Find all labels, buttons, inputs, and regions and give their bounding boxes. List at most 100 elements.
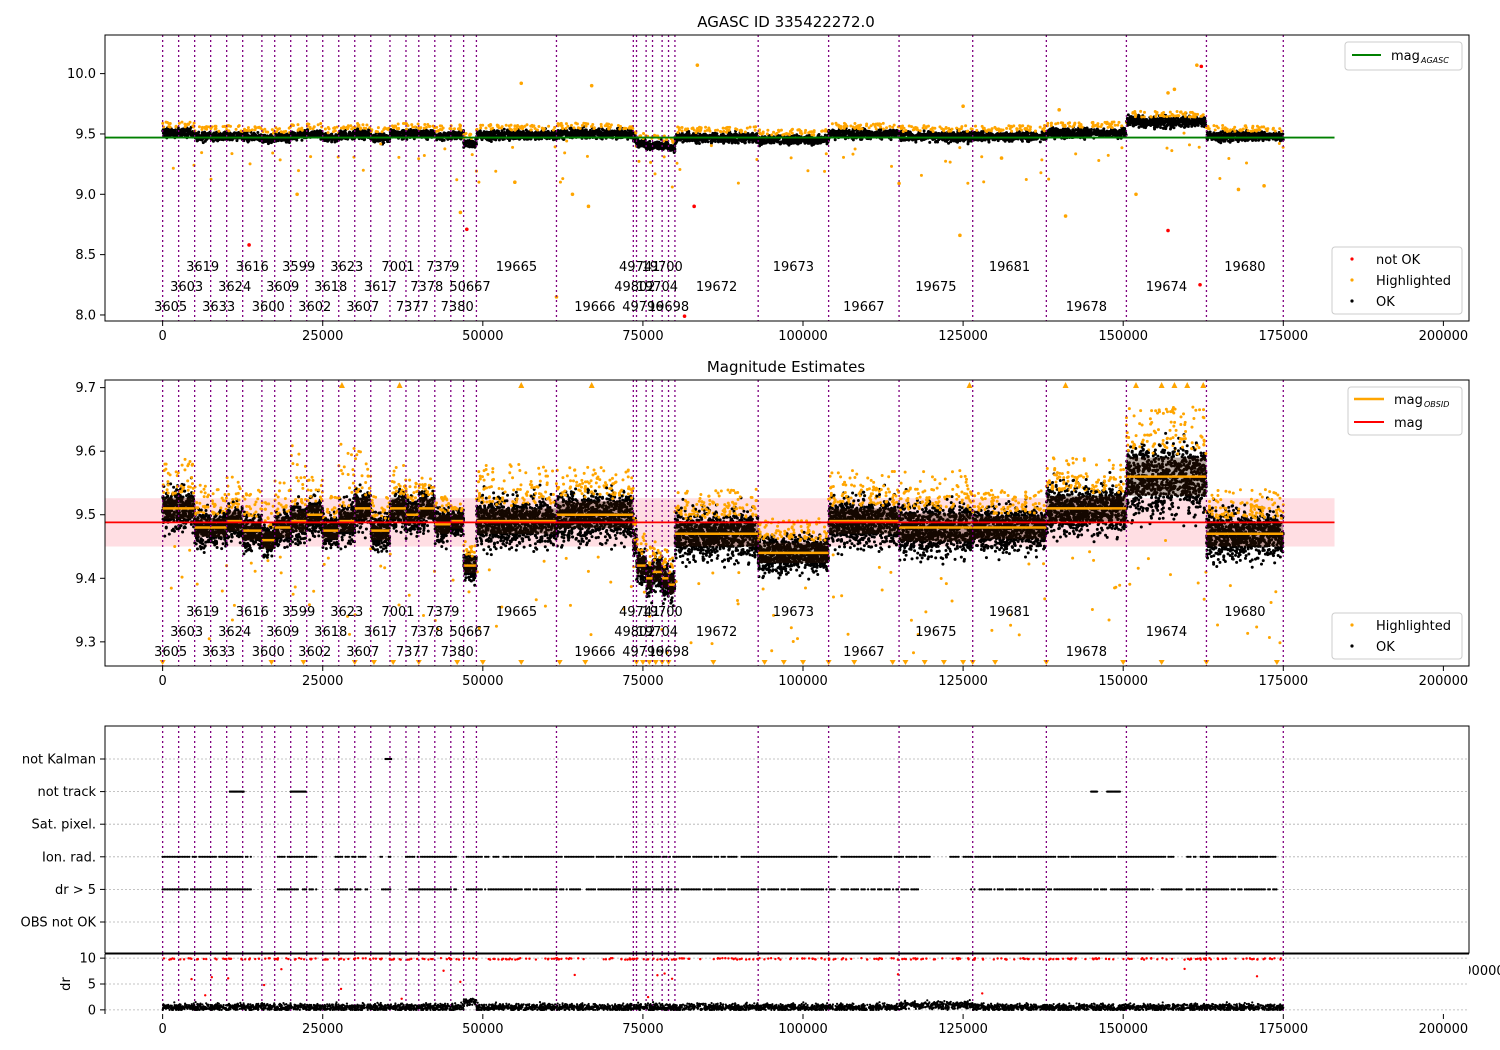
highlighted-point xyxy=(761,130,765,134)
ok-point xyxy=(430,133,434,137)
ok-point xyxy=(339,129,343,133)
highlighted-point xyxy=(680,126,684,130)
highlighted-point xyxy=(719,130,723,134)
highlighted-point xyxy=(214,124,218,128)
ok-point xyxy=(783,141,787,145)
highlighted-point xyxy=(323,127,327,131)
ok-point xyxy=(817,132,821,136)
ok-point xyxy=(669,144,673,148)
highlighted-point xyxy=(332,130,336,134)
highlighted-point xyxy=(821,129,825,133)
ok-point xyxy=(681,140,685,144)
highlighted-point xyxy=(748,125,752,129)
highlighted-point xyxy=(605,122,609,126)
ok-point xyxy=(373,133,377,137)
highlighted-point xyxy=(339,126,343,130)
ok-point xyxy=(582,129,586,133)
highlighted-point xyxy=(690,127,694,131)
highlighted-point xyxy=(649,160,653,164)
ok-point xyxy=(161,131,165,135)
ok-point xyxy=(847,133,851,137)
ok-point xyxy=(873,133,877,137)
ok-point xyxy=(378,138,382,142)
highlighted-point xyxy=(867,126,871,130)
highlighted-point xyxy=(161,121,165,125)
ok-point xyxy=(292,131,296,135)
highlighted-point xyxy=(806,169,810,173)
ok-point xyxy=(674,141,678,145)
ok-point xyxy=(518,130,522,134)
highlighted-point xyxy=(743,130,747,134)
ok-point xyxy=(385,134,389,138)
ok-point xyxy=(481,131,485,135)
ok-point xyxy=(237,131,241,135)
highlighted-point xyxy=(376,130,380,134)
ok-point xyxy=(719,133,723,137)
highlighted-point xyxy=(417,157,421,161)
highlighted-point xyxy=(422,153,426,157)
highlighted-point xyxy=(405,127,409,131)
highlighted-point xyxy=(358,126,362,130)
ok-point xyxy=(768,138,772,142)
ok-point xyxy=(892,132,896,136)
ok-point xyxy=(945,139,949,143)
highlighted-point xyxy=(205,125,209,129)
highlighted-point xyxy=(653,172,657,176)
highlighted-point xyxy=(438,124,442,128)
ok-point xyxy=(473,145,477,149)
highlighted-point xyxy=(788,129,792,133)
highlighted-point xyxy=(541,128,545,132)
ok-point xyxy=(747,139,751,143)
highlighted-point xyxy=(200,127,204,131)
highlighted-point xyxy=(332,126,336,130)
ok-point xyxy=(961,138,965,142)
highlighted-point xyxy=(662,155,666,159)
ok-point xyxy=(760,142,764,146)
ok-point xyxy=(381,133,385,137)
ok-point xyxy=(330,132,334,136)
highlighted-point xyxy=(842,121,846,125)
ok-point xyxy=(362,133,366,137)
highlighted-point xyxy=(578,126,582,130)
highlighted-point xyxy=(406,124,410,128)
ok-point xyxy=(396,133,400,137)
highlighted-point xyxy=(510,128,514,132)
ok-point xyxy=(454,132,458,136)
ok-point xyxy=(883,131,887,135)
highlighted-point xyxy=(361,168,365,172)
ok-point xyxy=(750,132,754,136)
highlighted-point xyxy=(356,121,360,125)
ok-point xyxy=(534,130,538,134)
highlighted-point xyxy=(592,126,596,130)
highlighted-point xyxy=(316,123,320,127)
ok-point xyxy=(357,129,361,133)
highlighted-point xyxy=(192,121,196,125)
ok-point xyxy=(350,133,354,137)
highlighted-point xyxy=(799,129,803,133)
ok-point xyxy=(788,142,792,146)
ok-point xyxy=(687,139,691,143)
highlighted-point xyxy=(804,128,808,132)
highlighted-point xyxy=(622,127,626,131)
ok-point xyxy=(414,128,418,132)
highlighted-point xyxy=(278,127,282,131)
highlighted-point xyxy=(253,125,257,129)
highlighted-point xyxy=(837,125,841,129)
highlighted-point xyxy=(248,162,252,166)
highlighted-point xyxy=(494,169,498,173)
highlighted-point xyxy=(725,130,729,134)
highlighted-point xyxy=(309,155,313,159)
ok-point xyxy=(502,127,506,131)
ok-point xyxy=(524,128,528,132)
ok-point xyxy=(243,133,247,137)
highlighted-point xyxy=(823,169,827,173)
ok-point xyxy=(755,132,759,136)
highlighted-point xyxy=(217,129,221,133)
highlighted-point xyxy=(670,185,674,189)
highlighted-point xyxy=(752,125,756,129)
ok-point xyxy=(501,132,505,136)
highlighted-point xyxy=(214,127,218,131)
ok-point xyxy=(576,132,580,136)
